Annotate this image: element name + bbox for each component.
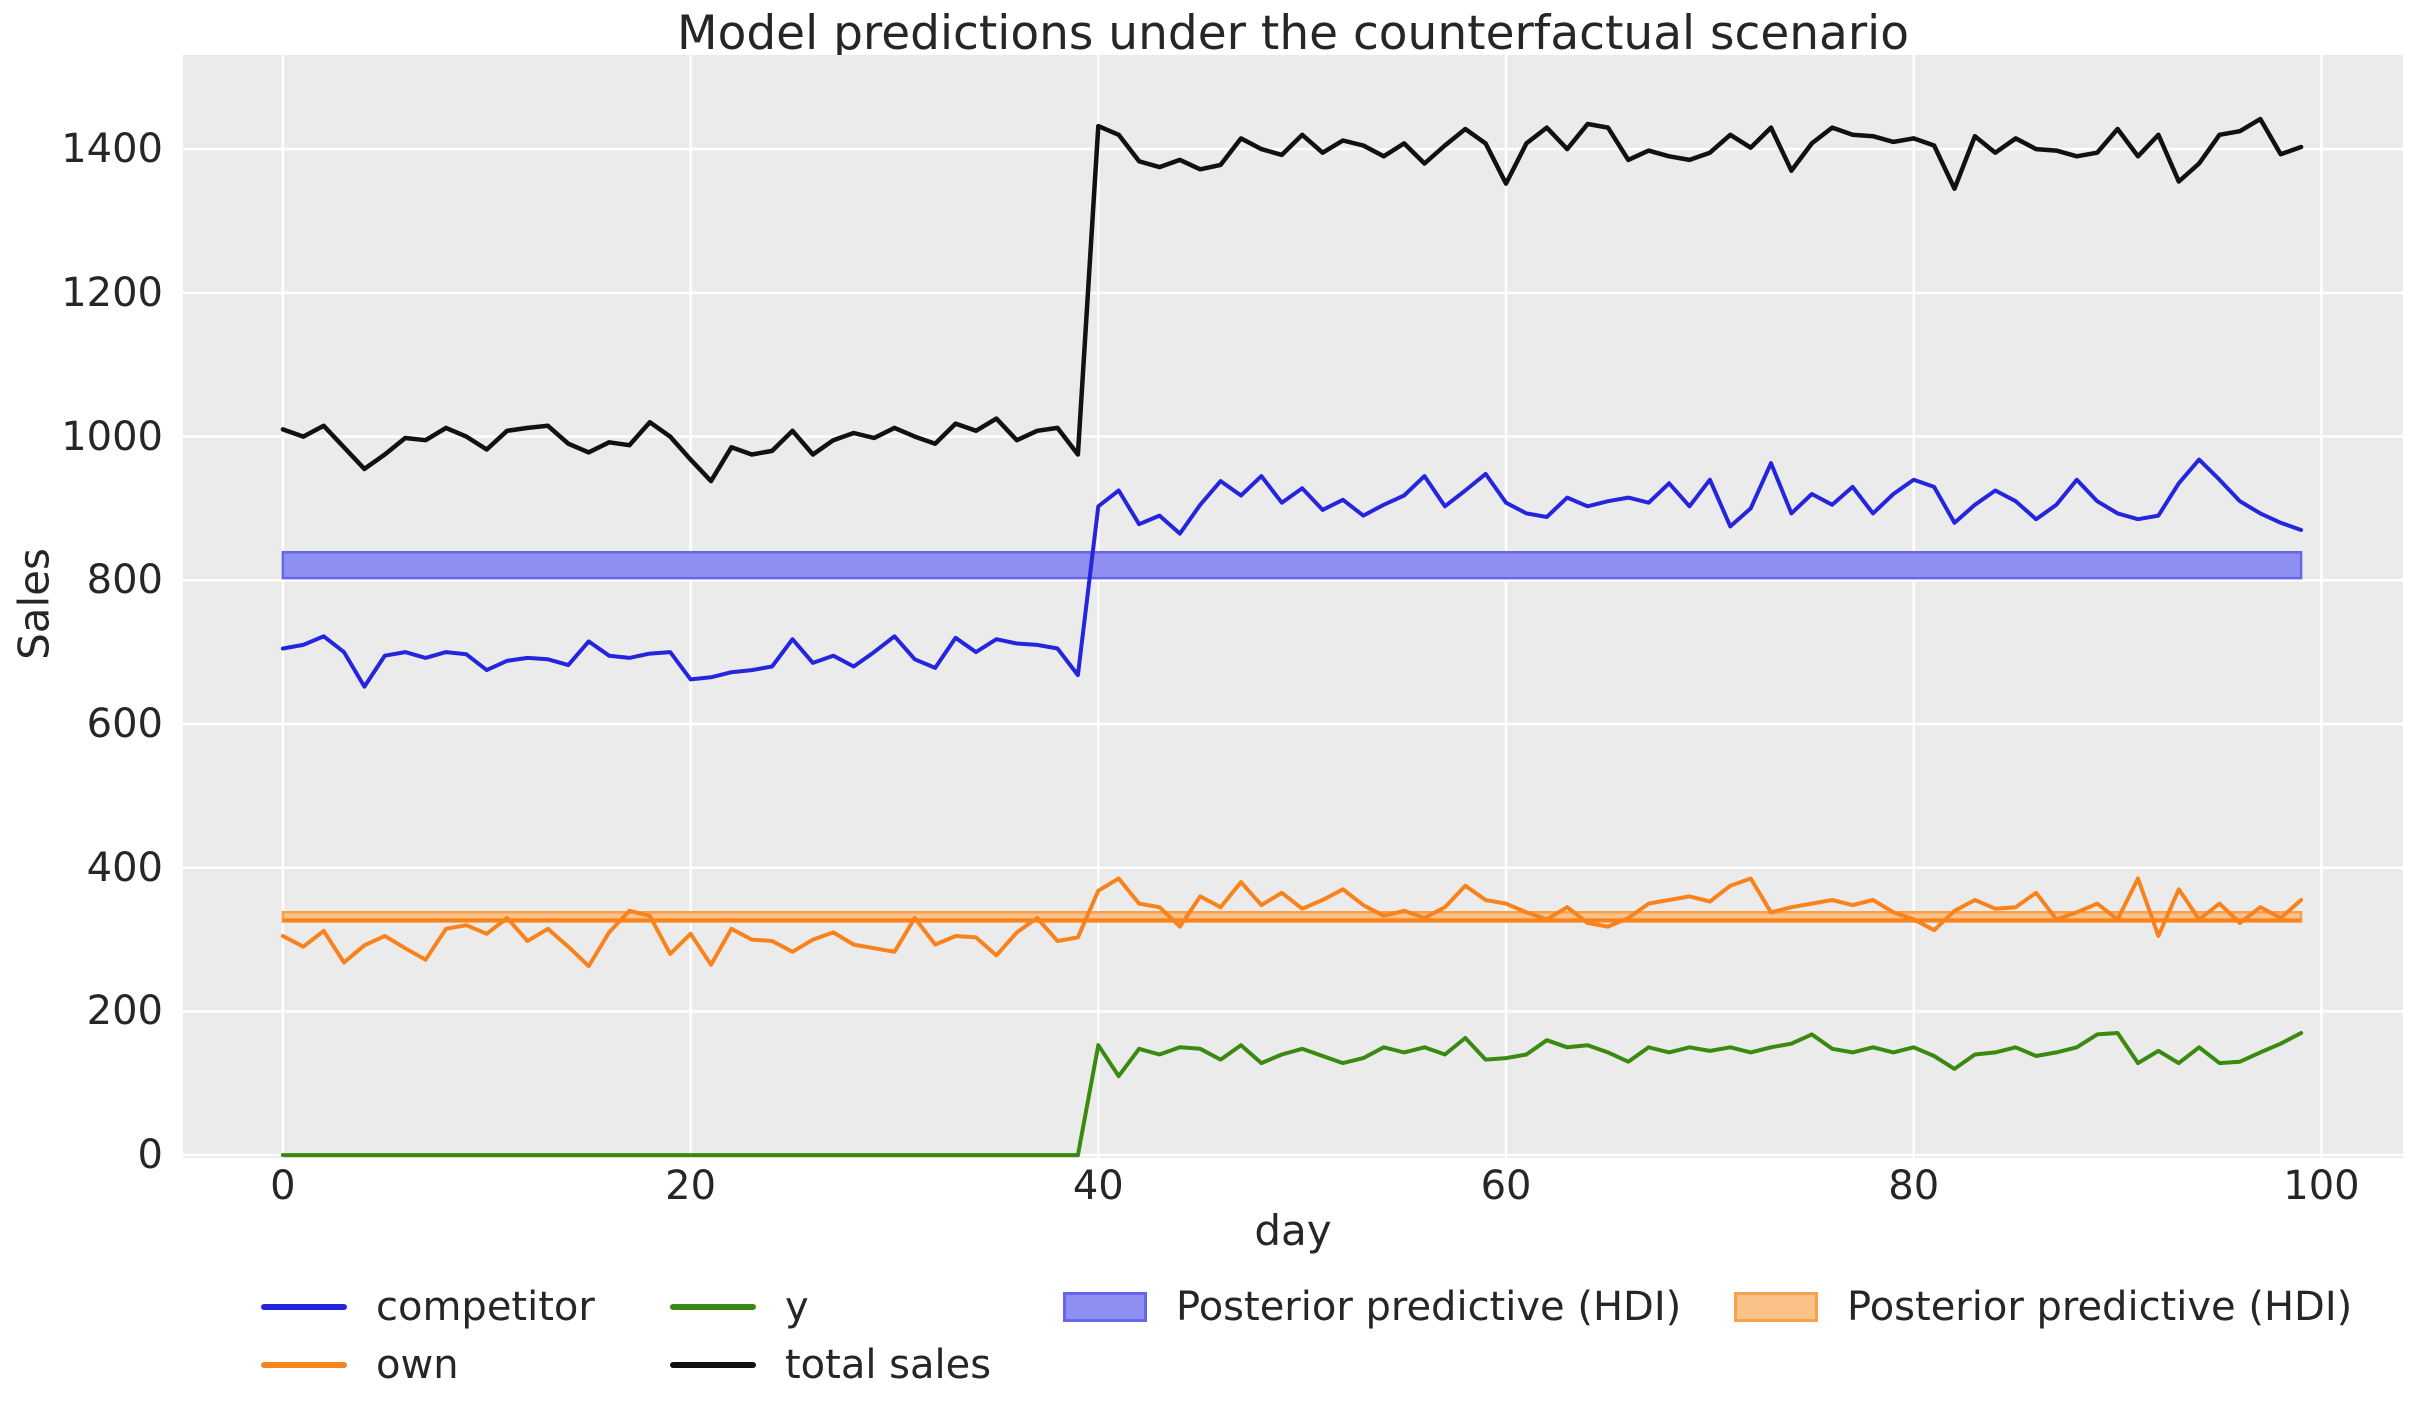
legend-line-swatch — [670, 1362, 756, 1368]
series-line-total-sales — [280, 116, 2304, 484]
legend-item-posterior-predictive-hdi--4: Posterior predictive (HDI) — [1063, 1284, 1681, 1330]
y-tick-label-0: 0 — [137, 1132, 163, 1179]
x-tick-label-40: 40 — [1072, 1163, 1124, 1209]
legend-item-own-1: own — [261, 1342, 459, 1388]
legend-label: Posterior predictive (HDI) — [1176, 1284, 1682, 1330]
y-tick-label-1200: 1200 — [61, 269, 163, 316]
legend-line-swatch — [670, 1304, 756, 1310]
y-tick-label-1000: 1000 — [61, 413, 163, 460]
legend-label: own — [376, 1342, 459, 1388]
legend-label: y — [785, 1284, 809, 1330]
legend-patch-swatch — [1734, 1292, 1818, 1322]
y-tick-label-1400: 1400 — [61, 126, 163, 173]
legend-label: Posterior predictive (HDI) — [1847, 1284, 2353, 1330]
series-line-y — [280, 1031, 2304, 1158]
legend-item-y-2: y — [670, 1284, 809, 1330]
series-line-competitor — [280, 457, 2304, 689]
x-tick-label-60: 60 — [1480, 1163, 1532, 1209]
y-tick-label-600: 600 — [86, 700, 163, 747]
legend-line-swatch — [261, 1362, 347, 1368]
x-tick-label-80: 80 — [1888, 1163, 1940, 1209]
x-tick-label-100: 100 — [2283, 1163, 2360, 1209]
y-tick-label-400: 400 — [86, 844, 163, 891]
legend-item-competitor-0: competitor — [261, 1284, 595, 1330]
x-tick-label-20: 20 — [665, 1163, 717, 1209]
x-axis-label: day — [1254, 1206, 1332, 1255]
x-tick-label-0: 0 — [270, 1163, 296, 1209]
y-tick-label-200: 200 — [86, 988, 163, 1035]
y-tick-label-800: 800 — [86, 557, 163, 604]
legend-label: total sales — [785, 1342, 992, 1388]
legend-item-posterior-predictive-hdi--5: Posterior predictive (HDI) — [1734, 1284, 2352, 1330]
legend-label: competitor — [376, 1284, 595, 1330]
series-line-own — [280, 876, 2304, 969]
legend-patch-swatch — [1063, 1292, 1147, 1322]
legend-item-total-sales-3: total sales — [670, 1342, 991, 1388]
hdi-band-competitor — [281, 550, 2303, 580]
legend-line-swatch — [261, 1304, 347, 1310]
plot-area — [183, 55, 2403, 1158]
chart-canvas — [183, 55, 2403, 1158]
chart-title: Model predictions under the counterfactu… — [677, 6, 1909, 61]
